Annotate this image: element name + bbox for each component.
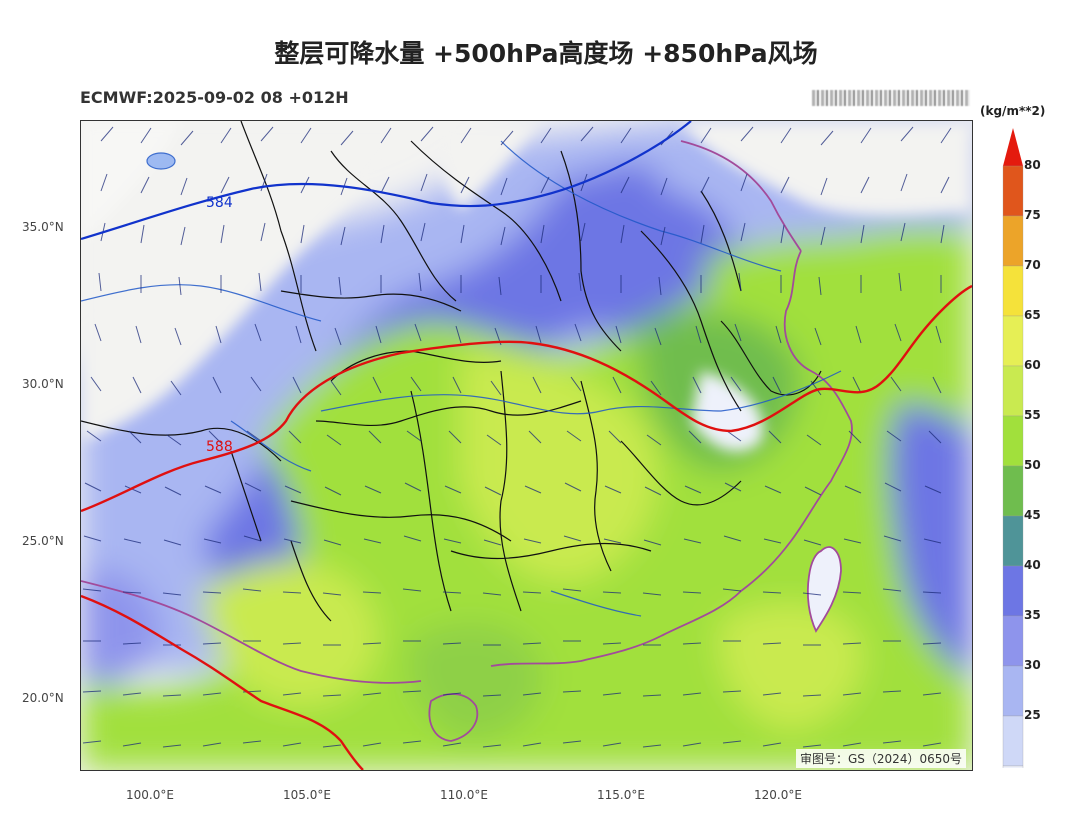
longitude-label: 100.0°E — [126, 788, 174, 802]
map-approval-number: 审图号：GS（2024）0650号 — [796, 749, 966, 768]
colorbar-segment — [1002, 465, 1024, 517]
map-title: 整层可降水量 +500hPa高度场 +850hPa风场 — [274, 39, 818, 68]
colorbar-segment — [1002, 615, 1024, 667]
colorbar-tick-label: 80 — [1024, 158, 1041, 172]
rivers — [81, 140, 842, 617]
latitude-label: 35.0°N — [22, 220, 64, 234]
contour-588-label: 588 — [206, 439, 233, 455]
longitude-label: 115.0°E — [597, 788, 645, 802]
latitude-label: 20.0°N — [22, 691, 64, 705]
colorbar-tick-label: 55 — [1024, 408, 1041, 422]
latitude-label: 30.0°N — [22, 377, 64, 391]
colorbar-tick-label: 30 — [1024, 658, 1041, 672]
colorbar-tick-label: 35 — [1024, 608, 1041, 622]
colorbar-segment — [1002, 515, 1024, 567]
latitude-label: 25.0°N — [22, 534, 64, 548]
colorbar-segment — [1002, 215, 1024, 267]
colorbar-tick-label: 70 — [1024, 258, 1041, 272]
colorbar-tick-label: 65 — [1024, 308, 1041, 322]
contour-588-south-line — [81, 594, 364, 770]
coastline — [81, 140, 853, 742]
contour-584-line — [81, 121, 692, 241]
colorbar-segment — [1002, 415, 1024, 467]
wind-barbs-850hpa — [82, 126, 952, 748]
longitude-label: 105.0°E — [283, 788, 331, 802]
precipitable-water-field — [81, 121, 972, 770]
colorbar-top-arrow — [1003, 128, 1023, 166]
map-canvas — [81, 121, 972, 770]
longitude-label: 120.0°E — [754, 788, 802, 802]
colorbar-tick-label: 25 — [1024, 708, 1041, 722]
contour-584-label: 584 — [206, 195, 233, 211]
colorbar-segment — [1002, 265, 1024, 317]
colorbar-tick-label: 40 — [1024, 558, 1041, 572]
longitude-label: 110.0°E — [440, 788, 488, 802]
colorbar-tick-label: 50 — [1024, 458, 1041, 472]
colorbar-tick-label: 45 — [1024, 508, 1041, 522]
colorbar-unit: (kg/m**2) — [980, 104, 1046, 118]
colorbar-segment — [1002, 715, 1024, 767]
colorbar-tick-label: 75 — [1024, 208, 1041, 222]
colorbar-segment — [1002, 665, 1024, 717]
watermark-logo — [812, 90, 970, 106]
colorbar — [1002, 128, 1024, 768]
map-panel[interactable]: 584 588 审图号：GS（2024）0650号 — [80, 120, 973, 771]
colorbar-segment — [1002, 565, 1024, 617]
colorbar-segment — [1002, 165, 1024, 217]
colorbar-segment — [1002, 315, 1024, 367]
model-run-label: ECMWF:2025-09-02 08 +012H — [80, 88, 349, 107]
colorbar-segment — [1002, 765, 1024, 768]
colorbar-tick-label: 60 — [1024, 358, 1041, 372]
colorbar-segment — [1002, 365, 1024, 417]
contour-588-line — [81, 284, 972, 513]
